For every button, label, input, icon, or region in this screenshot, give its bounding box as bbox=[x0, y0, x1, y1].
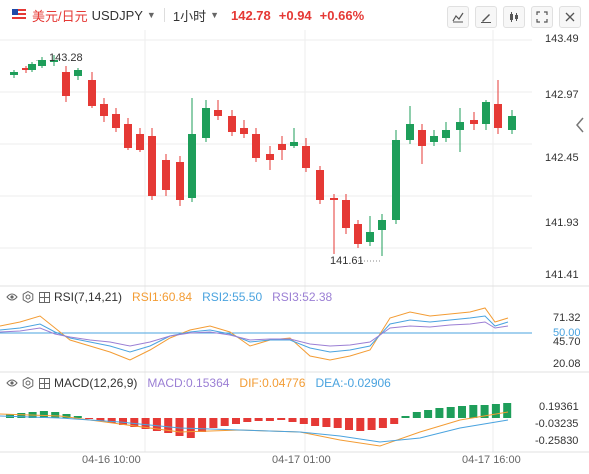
low-annotation: 141.61 bbox=[330, 255, 364, 267]
macd-tick: -0.03235 bbox=[535, 418, 579, 430]
time-tick: 04-17 01:00 bbox=[272, 454, 331, 466]
macd-value: MACD:0.15364 bbox=[147, 376, 230, 390]
rsi-title: RSI(7,14,21) bbox=[54, 290, 123, 304]
rsi-tick: 20.08 bbox=[553, 358, 581, 370]
toolbar bbox=[447, 6, 581, 28]
expand-icon[interactable] bbox=[531, 6, 553, 28]
time-tick: 04-16 10:00 bbox=[82, 454, 141, 466]
dea-value: DEA:-0.02906 bbox=[315, 376, 391, 390]
rsi-lines bbox=[0, 307, 532, 361]
symbol-code[interactable]: USDJPY bbox=[91, 7, 143, 23]
macd-title: MACD(12,26,9) bbox=[54, 376, 138, 390]
macd-histogram bbox=[6, 403, 512, 438]
price-tick: 141.93 bbox=[545, 217, 579, 229]
symbol-name[interactable]: 美元/日元 bbox=[32, 8, 88, 24]
eye-icon[interactable] bbox=[6, 377, 18, 389]
rsi3-value: RSI3:52.38 bbox=[272, 290, 333, 304]
chevron-down-icon[interactable]: ▼ bbox=[210, 10, 219, 20]
eye-icon[interactable] bbox=[6, 291, 18, 303]
price-tick: 142.97 bbox=[545, 89, 579, 101]
indicator-icon[interactable] bbox=[447, 6, 469, 28]
gear-icon[interactable] bbox=[22, 377, 34, 389]
rsi1-value: RSI1:60.84 bbox=[132, 290, 193, 304]
price-change: +0.94 bbox=[278, 7, 312, 23]
close-icon[interactable] bbox=[559, 6, 581, 28]
macd-tick: 0.19361 bbox=[539, 401, 579, 413]
high-annotation: 143.28 bbox=[49, 52, 83, 64]
price-tick: 141.41 bbox=[545, 269, 579, 281]
timeframe-selector[interactable]: 1小时 bbox=[172, 8, 207, 24]
divider bbox=[163, 8, 165, 22]
current-price: 142.78 bbox=[231, 7, 271, 23]
price-change-pct: +0.66% bbox=[319, 7, 365, 23]
rsi-header: RSI(7,14,21) RSI1:60.84 RSI2:55.50 RSI3:… bbox=[6, 290, 332, 304]
candlesticks bbox=[10, 55, 516, 256]
fullscreen-icon[interactable] bbox=[38, 377, 50, 389]
flag-icon bbox=[12, 9, 26, 21]
chart-header: 美元/日元 USDJPY ▼ 1小时 ▼ 142.78 +0.94 +0.66% bbox=[0, 0, 589, 30]
rsi-tick: 45.70 bbox=[553, 336, 581, 348]
rsi-tick: 50.00 bbox=[553, 327, 581, 339]
chevron-down-icon[interactable]: ▼ bbox=[146, 10, 156, 20]
macd-header: MACD(12,26,9) MACD:0.15364 DIF:0.04776 D… bbox=[6, 376, 391, 390]
arrow-left-icon[interactable] bbox=[573, 112, 587, 138]
time-tick: 04-17 16:00 bbox=[462, 454, 521, 466]
macd-lines bbox=[0, 411, 509, 447]
price-tick: 142.45 bbox=[545, 152, 579, 164]
dif-value: DIF:0.04776 bbox=[239, 376, 306, 390]
rsi2-value: RSI2:55.50 bbox=[202, 290, 263, 304]
candle-type-icon[interactable] bbox=[503, 6, 525, 28]
draw-icon[interactable] bbox=[475, 6, 497, 28]
gear-icon[interactable] bbox=[22, 291, 34, 303]
rsi-tick: 71.32 bbox=[553, 312, 581, 324]
price-tick: 143.49 bbox=[545, 33, 579, 45]
macd-tick: -0.25830 bbox=[535, 435, 579, 447]
fullscreen-icon[interactable] bbox=[38, 291, 50, 303]
